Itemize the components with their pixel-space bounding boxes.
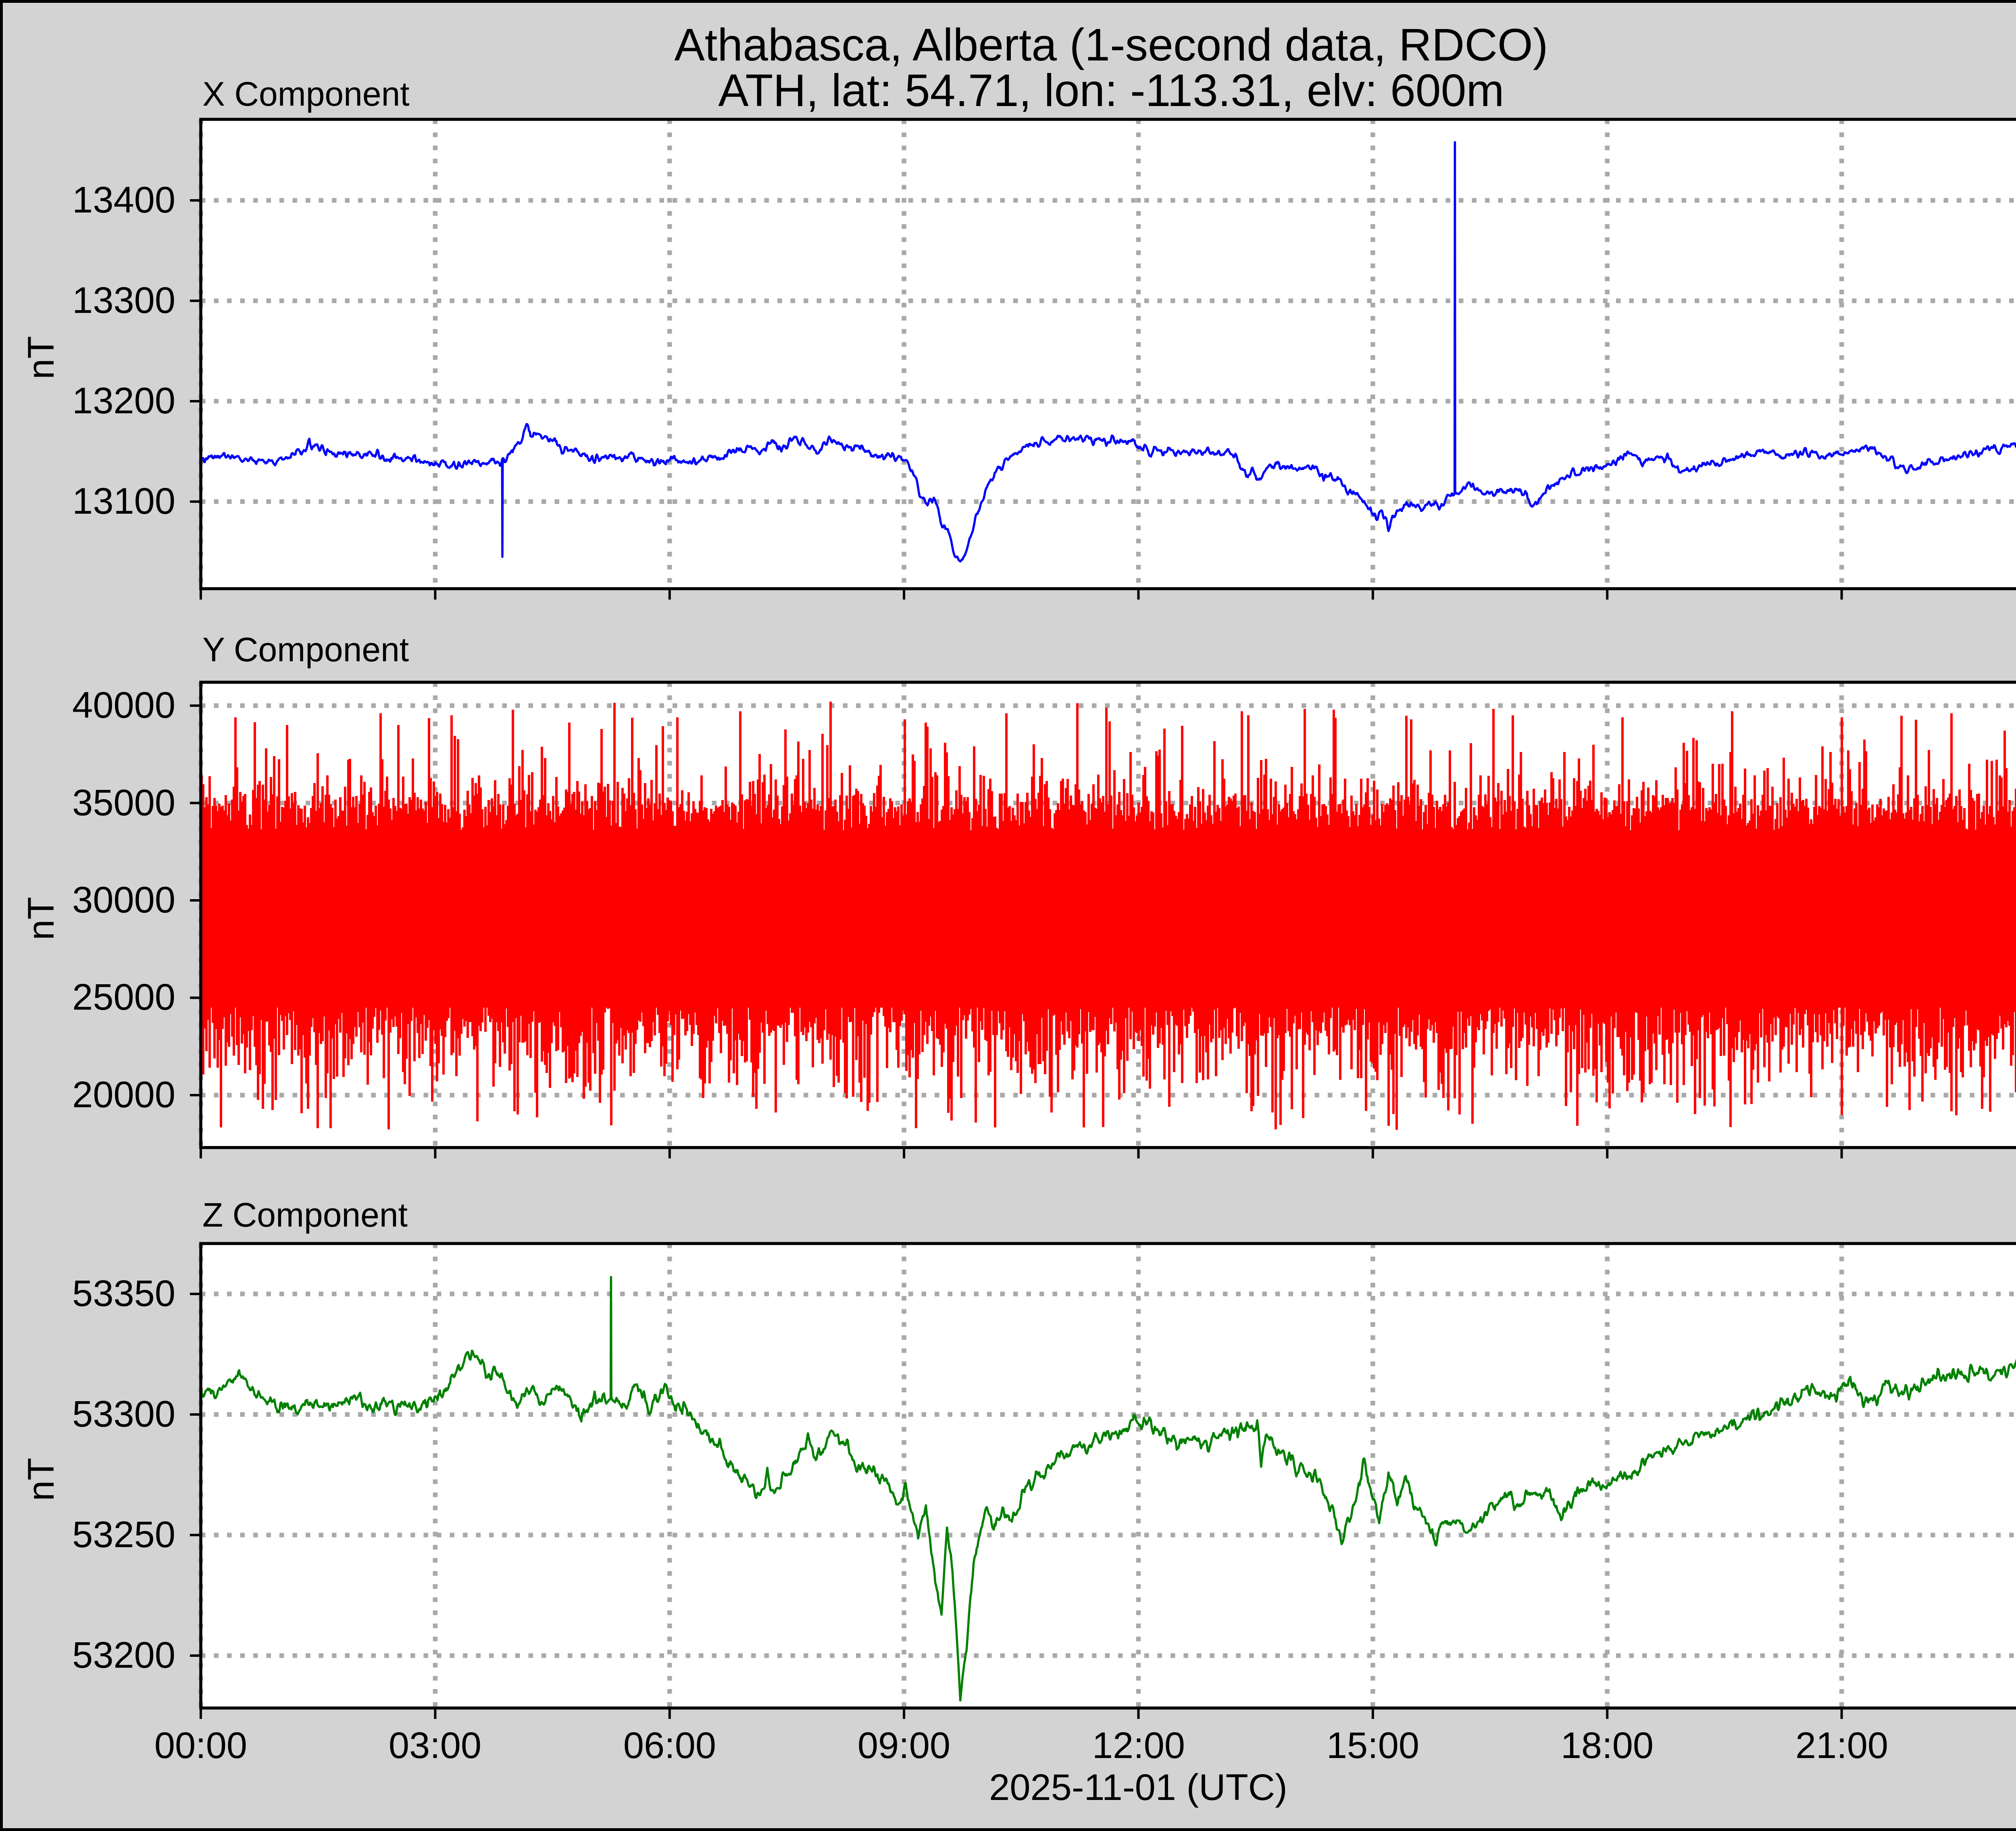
svg-text:nT: nT [21, 897, 62, 940]
svg-text:25000: 25000 [72, 977, 175, 1018]
svg-text:13300: 13300 [72, 280, 175, 321]
svg-text:53250: 53250 [72, 1514, 175, 1555]
svg-text:53300: 53300 [72, 1394, 175, 1435]
svg-text:35000: 35000 [72, 782, 175, 823]
svg-text:Y Component: Y Component [202, 631, 409, 669]
svg-text:21:00: 21:00 [1795, 1725, 1888, 1766]
svg-text:ATH, lat: 54.71, lon: -113.31,: ATH, lat: 54.71, lon: -113.31, elv: 600m [718, 65, 1504, 116]
svg-text:15:00: 15:00 [1327, 1725, 1419, 1766]
svg-text:nT: nT [21, 336, 62, 379]
svg-text:Z Component: Z Component [202, 1196, 408, 1234]
svg-text:2025-11-01 (UTC): 2025-11-01 (UTC) [989, 1767, 1287, 1808]
svg-text:20000: 20000 [72, 1074, 175, 1115]
svg-text:X Component: X Component [202, 75, 410, 113]
svg-text:06:00: 06:00 [623, 1725, 716, 1766]
svg-text:40000: 40000 [72, 685, 175, 726]
svg-text:53200: 53200 [72, 1635, 175, 1676]
svg-text:00:00: 00:00 [154, 1725, 247, 1766]
svg-text:09:00: 09:00 [858, 1725, 950, 1766]
svg-text:13200: 13200 [72, 380, 175, 421]
svg-text:30000: 30000 [72, 879, 175, 921]
svg-text:nT: nT [21, 1458, 62, 1501]
svg-text:Athabasca, Alberta (1-second d: Athabasca, Alberta (1-second data, RDCO) [675, 19, 1548, 70]
svg-text:53350: 53350 [72, 1273, 175, 1314]
svg-text:13100: 13100 [72, 481, 175, 522]
svg-text:18:00: 18:00 [1561, 1725, 1654, 1766]
svg-text:12:00: 12:00 [1092, 1725, 1185, 1766]
svg-text:03:00: 03:00 [389, 1725, 481, 1766]
svg-text:13400: 13400 [72, 179, 175, 221]
